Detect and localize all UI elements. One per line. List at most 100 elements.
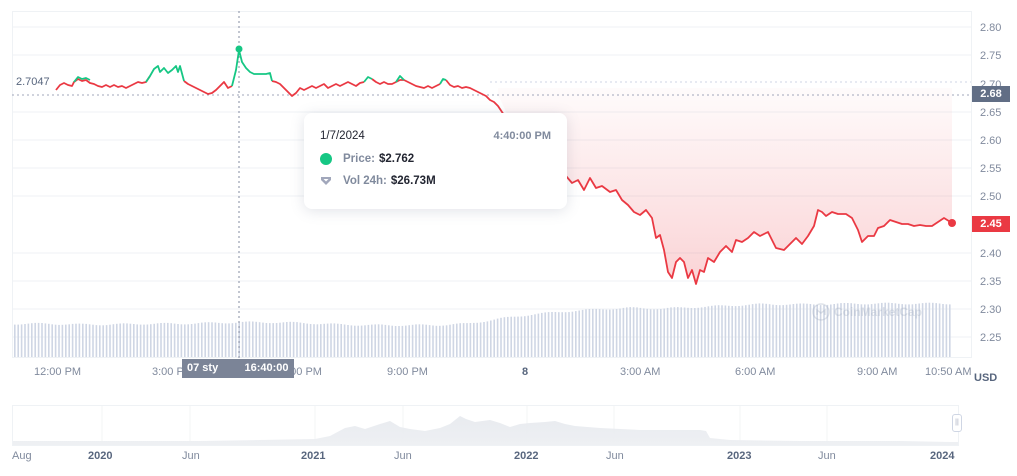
volume-bar	[792, 304, 795, 357]
volume-bar	[602, 309, 604, 357]
volume-bar	[367, 324, 370, 357]
volume-bar	[581, 309, 584, 357]
volume-bar	[615, 309, 618, 357]
volume-bar	[17, 324, 19, 357]
volume-bar	[221, 323, 223, 357]
volume-bar	[340, 324, 342, 357]
volume-bar	[745, 305, 747, 357]
volume-bar	[870, 304, 873, 357]
volume-bar	[116, 323, 118, 357]
volume-bar	[92, 324, 94, 357]
volume-bar	[762, 303, 764, 357]
volume-bar	[439, 325, 441, 357]
volume-bar	[949, 304, 951, 357]
volume-bar	[381, 324, 383, 357]
price-line-down	[55, 75, 953, 285]
price-line-up	[73, 49, 447, 87]
volume-bar	[180, 324, 183, 357]
volume-bar	[177, 324, 179, 357]
navigator-handle[interactable]: ||	[952, 414, 962, 432]
volume-bar	[255, 321, 257, 357]
volume-bar	[82, 323, 84, 357]
y-tick-label: 2.30	[980, 304, 1001, 316]
volume-bar	[921, 303, 924, 357]
volume-bar	[867, 304, 869, 357]
volume-bar	[541, 312, 543, 357]
volume-bar	[578, 310, 580, 357]
y-tick-label: 2.55	[980, 163, 1001, 175]
volume-bar	[27, 323, 30, 357]
navigator-tick-label: Jun	[818, 450, 836, 462]
volume-bar	[605, 309, 608, 357]
volume-bar	[479, 322, 482, 357]
volume-bar	[881, 302, 883, 357]
volume-bar	[945, 304, 948, 357]
volume-bar	[571, 311, 574, 357]
volume-bar	[564, 312, 567, 357]
volume-bar	[748, 304, 750, 357]
volume-bar	[323, 323, 325, 357]
volume-bar	[670, 307, 672, 357]
volume-bar	[904, 304, 907, 357]
volume-bar	[558, 312, 560, 357]
volume-bar	[442, 325, 444, 357]
coinmarketcap-logo-icon	[812, 303, 830, 321]
volume-bar	[173, 323, 176, 357]
plot-frame	[12, 11, 972, 358]
price-area-fill	[498, 88, 952, 284]
volume-bar	[309, 324, 312, 357]
volume-bar	[734, 306, 737, 357]
volume-bar	[626, 307, 628, 357]
navigator-axis-labels: Aug 2020 Jun 2021 Jun 2022 Jun 2023 Jun 2024	[12, 450, 955, 462]
volume-bar	[527, 315, 529, 357]
volume-bar	[48, 323, 50, 357]
volume-bar	[833, 304, 835, 357]
price-dot-icon	[320, 153, 332, 165]
volume-bar	[721, 305, 723, 357]
volume-bar	[126, 323, 128, 357]
volume-bar	[588, 309, 591, 357]
current-price-point	[948, 219, 956, 227]
volume-bar	[320, 324, 322, 357]
volume-bar	[354, 325, 356, 357]
volume-bar	[105, 325, 108, 357]
volume-bar	[160, 323, 162, 357]
navigator-area[interactable]	[13, 416, 958, 445]
volume-bar	[585, 309, 587, 357]
volume-bar	[374, 324, 376, 357]
volume-bar	[819, 305, 822, 357]
volume-bar	[639, 307, 642, 357]
volume-bar	[724, 305, 727, 357]
volume-bar	[333, 323, 336, 357]
volume-bar	[731, 306, 733, 357]
volume-bar	[24, 324, 26, 357]
volume-bar	[459, 323, 461, 357]
volume-bar	[153, 323, 155, 357]
volume-bar	[31, 323, 33, 357]
volume-bar	[136, 324, 138, 357]
volume-bar	[401, 325, 404, 357]
volume-bar	[343, 324, 346, 357]
volume-bar	[452, 324, 455, 357]
volume-bar	[133, 324, 135, 357]
y-tick-label: 2.60	[980, 135, 1001, 147]
volume-bar	[864, 304, 866, 357]
volume-bar	[139, 324, 142, 357]
volume-bar	[85, 323, 87, 357]
volume-bar	[547, 312, 550, 357]
volume-bar	[377, 324, 380, 357]
volume-bar	[483, 322, 485, 357]
navigator-tick-label: Aug	[12, 450, 32, 462]
watermark: CoinMarketCap	[812, 303, 922, 321]
volume-bar	[391, 325, 393, 357]
volume-bar	[847, 303, 849, 357]
volume-bar	[894, 303, 897, 357]
volume-bar	[677, 307, 679, 357]
volume-bar	[673, 307, 676, 357]
volume-bar	[269, 323, 271, 357]
volume-bar	[238, 322, 240, 357]
volume-bar	[245, 321, 247, 357]
volume-bar	[490, 320, 492, 357]
navigator-tick-label: Jun	[394, 450, 412, 462]
